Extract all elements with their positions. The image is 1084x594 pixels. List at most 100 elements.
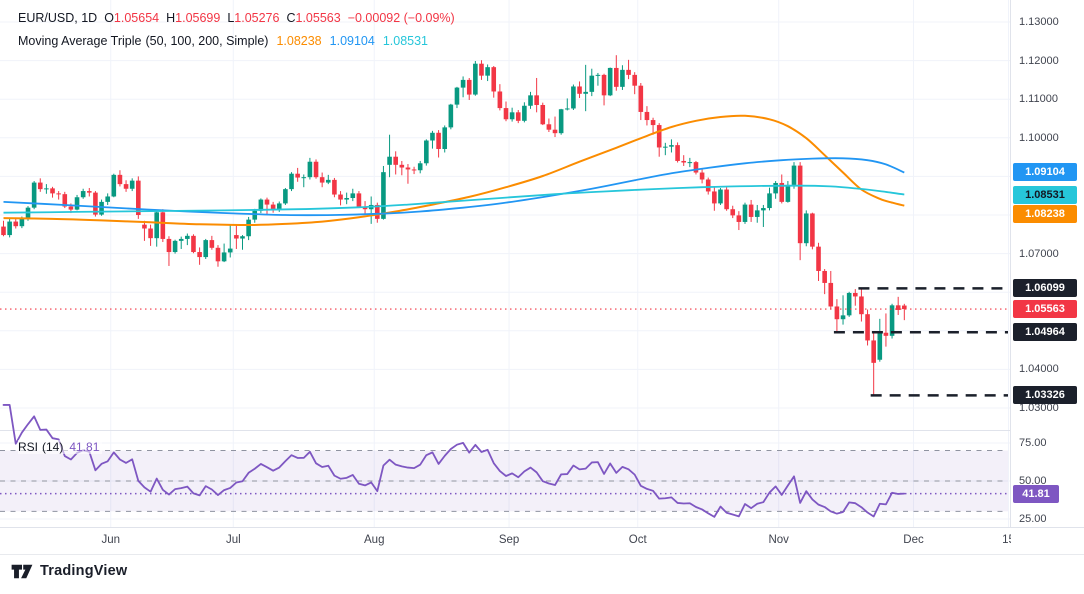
candle-body: [607, 67, 613, 96]
candle-body: [62, 194, 68, 207]
candle-body: [718, 189, 723, 204]
candle-body: [99, 201, 104, 215]
candle-body: [528, 95, 533, 106]
candle-body: [558, 109, 564, 134]
rsi-pane[interactable]: [0, 404, 1008, 518]
price-pane[interactable]: [0, 55, 1008, 397]
close-value: 1.05563: [295, 11, 341, 25]
candle-body: [442, 127, 448, 149]
candle-body: [295, 173, 300, 178]
ma-line-200[interactable]: [3, 184, 905, 214]
candle-body: [313, 161, 319, 178]
time-tick-label: Jun: [101, 534, 121, 546]
candle-body: [828, 282, 834, 307]
candle-body: [264, 199, 270, 205]
candle-body: [123, 184, 129, 189]
candle-body: [816, 246, 821, 271]
axis-tick-label: 50.00: [1019, 474, 1047, 487]
axis-tick-label: 1.03000: [1019, 401, 1059, 414]
chart-canvas[interactable]: [0, 0, 1084, 560]
candle-body: [736, 215, 742, 222]
candle-body: [13, 221, 19, 227]
open-value: 1.05654: [113, 11, 160, 25]
ma200-price-badge: 1.08531: [1013, 185, 1077, 204]
candle-body: [301, 177, 307, 179]
low-value: 1.05276: [234, 11, 280, 25]
candle-body: [663, 146, 668, 148]
candle-body: [1, 226, 6, 236]
price-axis[interactable]: 1.030001.040001.050001.060001.070001.080…: [1010, 0, 1084, 553]
candle-body: [68, 206, 74, 210]
candle-body: [332, 179, 337, 195]
ma-line-50[interactable]: [3, 114, 905, 227]
candle-body: [620, 69, 625, 87]
candle-body: [577, 86, 582, 94]
candle-body: [693, 162, 699, 173]
ma-indicator-title: Moving Average Triple: [18, 34, 142, 48]
rsi-line: [2, 404, 906, 518]
candle-body: [626, 69, 631, 75]
candle-body: [730, 209, 736, 216]
last-price-badge: 1.05563: [1013, 300, 1077, 319]
symbol-title[interactable]: EUR/USD, 1D: [18, 11, 98, 25]
candle-body: [246, 219, 251, 237]
candle-body: [895, 305, 901, 310]
candle-body: [724, 189, 729, 210]
candle-body: [491, 67, 497, 92]
level-2-price-badge: 1.04964: [1013, 323, 1077, 342]
candle-body: [503, 108, 509, 120]
rsi-value: 41.81: [69, 440, 100, 454]
time-axis[interactable]: Jun Jul Aug Sep Oct Nov Dec 15: [0, 527, 1084, 555]
axis-tick-label: 1.10000: [1019, 131, 1059, 144]
candle-body: [129, 180, 135, 189]
low-label: L: [227, 11, 235, 25]
candle-body: [307, 161, 313, 178]
candle-body: [791, 165, 797, 185]
candle-body: [699, 172, 705, 180]
candle-body: [644, 111, 650, 121]
candle-body: [411, 169, 417, 171]
candle-body: [773, 182, 778, 194]
time-tick-label: Sep: [498, 534, 520, 546]
candle-body: [44, 188, 49, 190]
candle-body: [325, 179, 331, 183]
candle-body: [761, 208, 766, 211]
ma-indicator-legend[interactable]: Moving Average Triple (50, 100, 200, Simp…: [18, 34, 428, 48]
candle-body: [209, 240, 215, 248]
candle-body: [86, 191, 92, 193]
candle-body: [227, 248, 233, 253]
candle-body: [515, 112, 521, 121]
time-tick-label: Oct: [628, 534, 647, 546]
rsi-value-badge: 41.81: [1013, 484, 1059, 503]
change-value: −0.00092 (−0.09%): [347, 11, 455, 25]
ma-line-100[interactable]: [3, 157, 905, 217]
candle-body: [534, 95, 539, 105]
candle-body: [865, 314, 870, 341]
candle-body: [810, 213, 815, 247]
time-labels: Jun Jul Aug Sep Oct Nov Dec 15: [0, 528, 1011, 554]
candle-body: [767, 193, 772, 209]
candle-body: [31, 182, 37, 208]
legend-ma100-value: 1.09104: [329, 34, 375, 48]
axis-tick-label: 1.12000: [1019, 54, 1059, 67]
candle-body: [344, 198, 349, 200]
tradingview-watermark[interactable]: TradingView: [11, 563, 127, 579]
candle-body: [705, 179, 711, 192]
candle-body: [742, 204, 748, 222]
symbol-legend: EUR/USD, 1D O1.05654 H1.05699 L1.05276 C1.05…: [18, 11, 455, 25]
axis-tick-label: 1.07000: [1019, 247, 1059, 260]
candle-body: [589, 75, 595, 92]
candle-body: [37, 182, 43, 190]
high-value: 1.05699: [175, 11, 221, 25]
candle-body: [142, 224, 147, 229]
candle-body: [803, 213, 809, 244]
candle-body: [466, 79, 472, 95]
candle-body: [650, 120, 656, 126]
candle-body: [136, 180, 141, 215]
rsi-indicator-legend[interactable]: RSI (14) 41.81: [18, 440, 103, 454]
candle-body: [93, 192, 98, 215]
time-tick-label: Jul: [225, 534, 241, 546]
candle-body: [160, 212, 166, 239]
candle-body: [571, 86, 576, 109]
candle-body: [74, 197, 80, 210]
